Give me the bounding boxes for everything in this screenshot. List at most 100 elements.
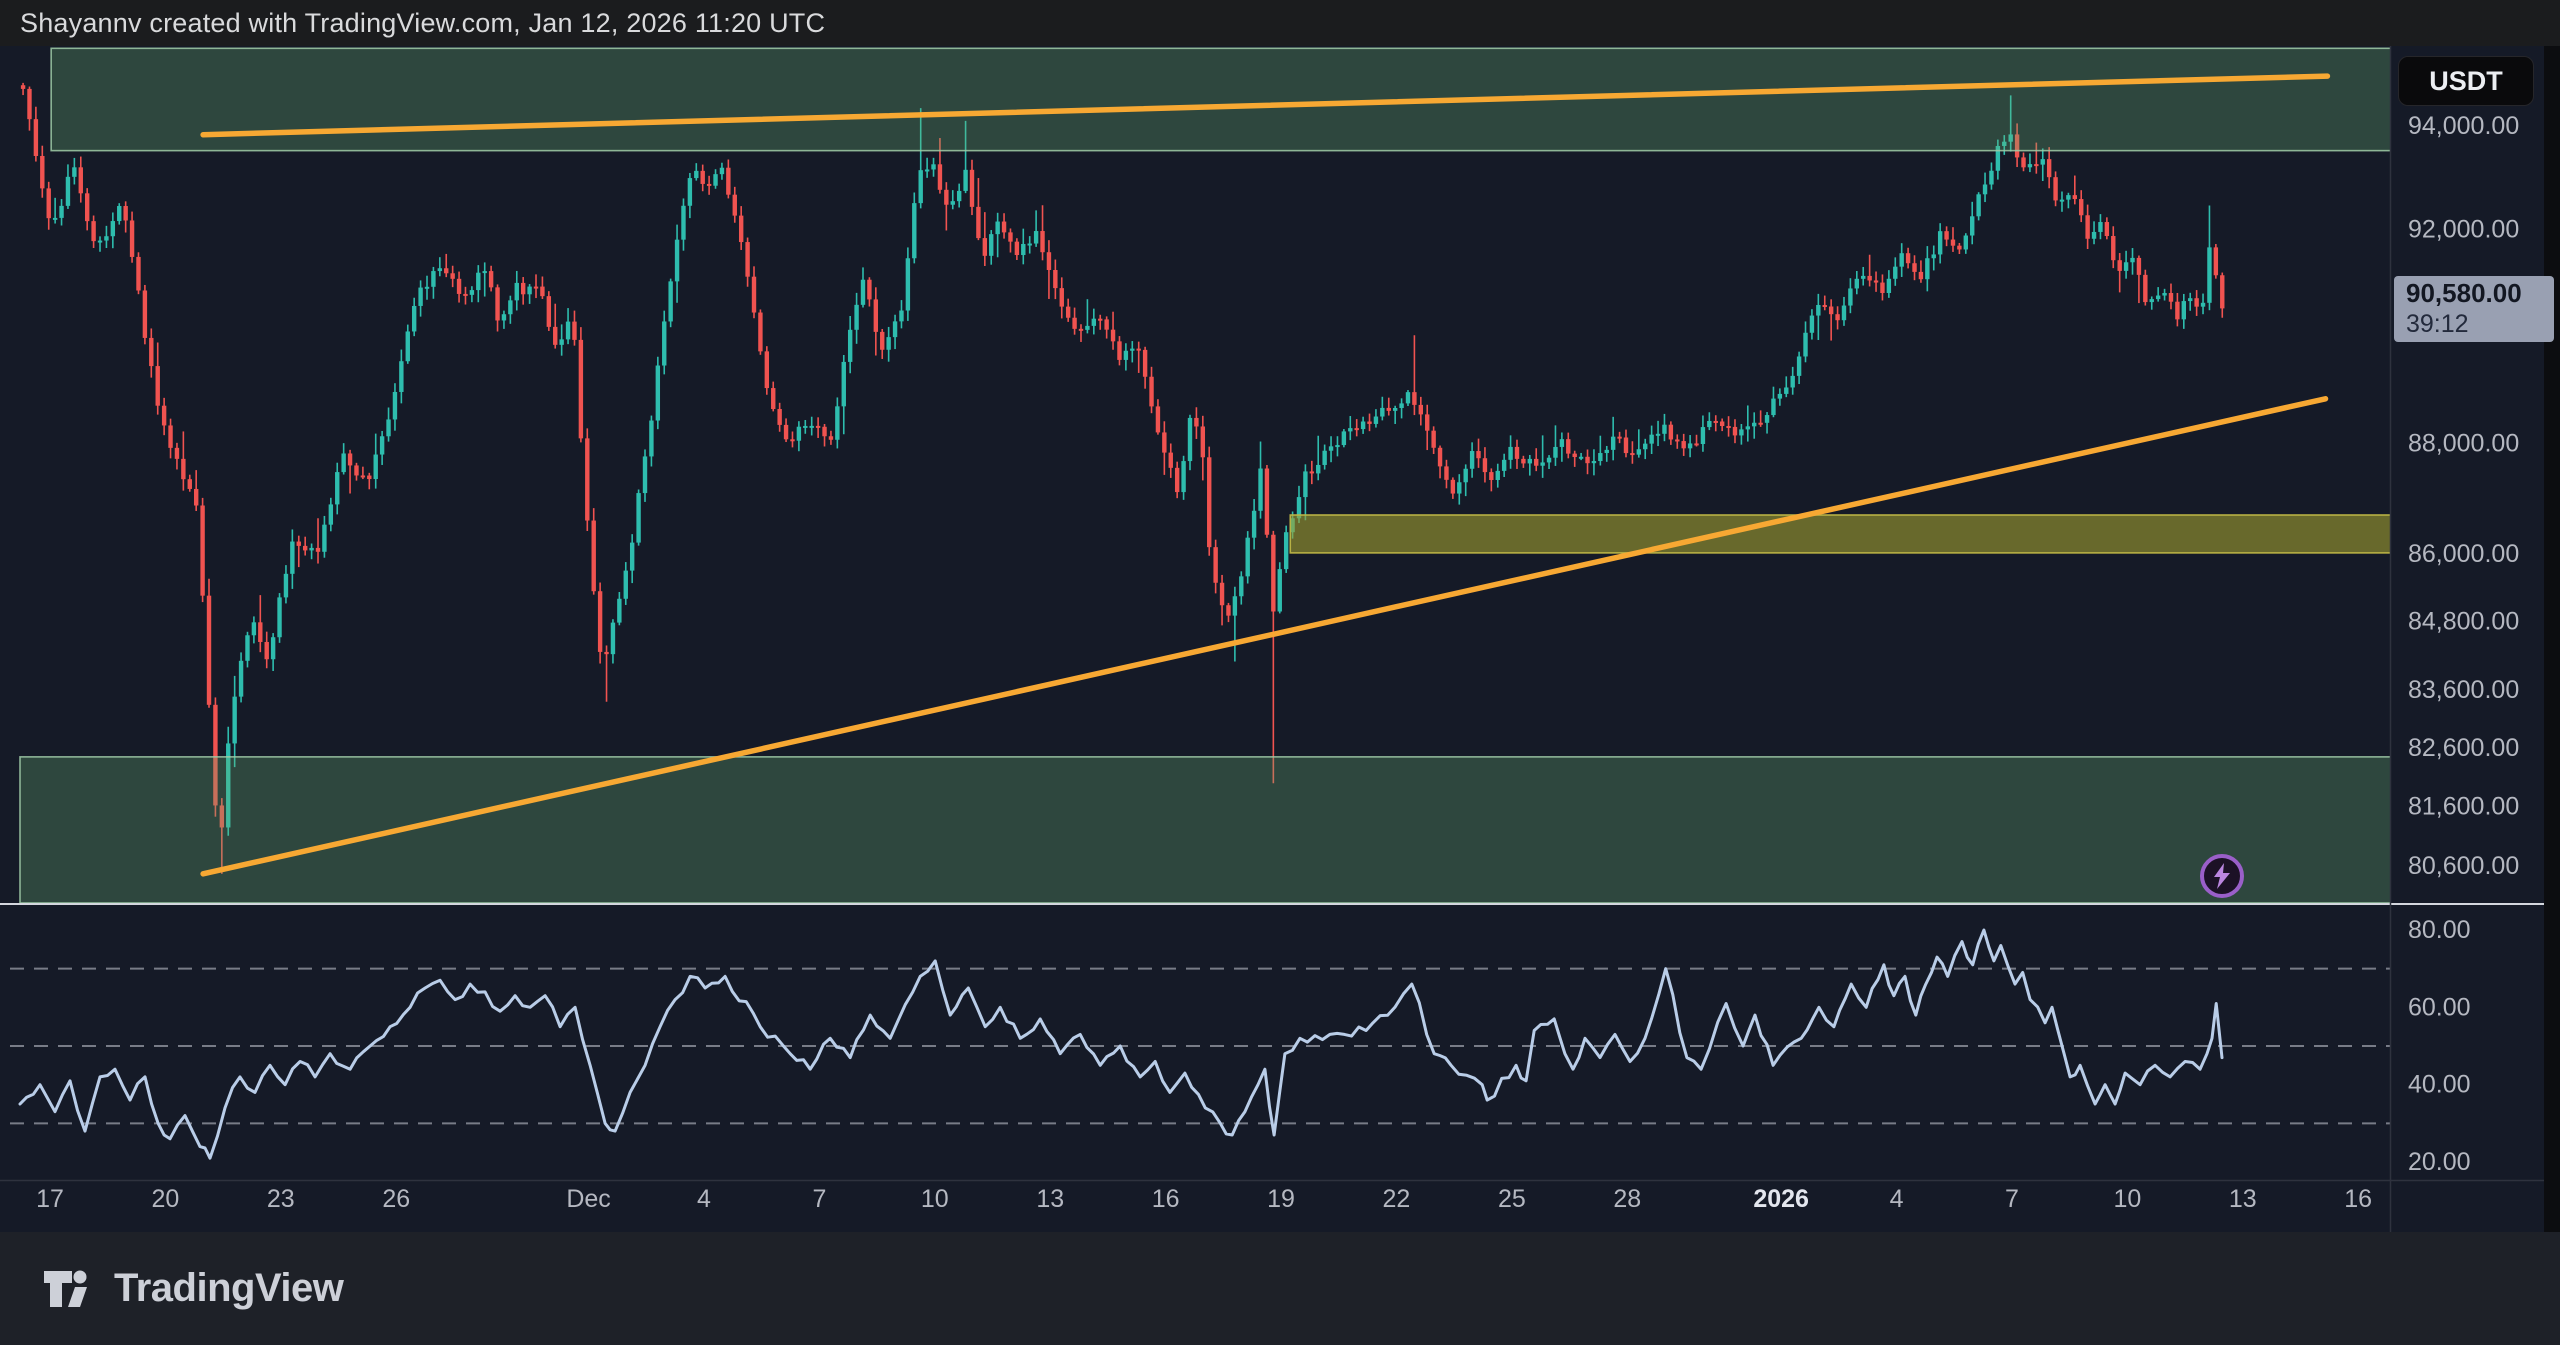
candle	[2213, 247, 2219, 276]
candle	[360, 475, 366, 478]
candle	[335, 472, 340, 505]
candle	[1104, 319, 1109, 330]
candle	[290, 541, 295, 574]
candle	[822, 426, 827, 437]
candle	[1534, 458, 1539, 466]
candle	[411, 305, 417, 332]
candle	[1078, 328, 1084, 331]
candle	[1245, 537, 1250, 577]
candle	[129, 220, 135, 257]
candle	[1001, 221, 1007, 233]
lower-ascending-trendline	[200, 396, 2329, 877]
last-price-badge: 90,580.00 39:12	[2394, 276, 2554, 342]
time-axis-label: 13	[1036, 1185, 1064, 1213]
candle	[2059, 199, 2065, 202]
candle	[1418, 404, 1424, 415]
price-axis-label: 88,000.00	[2408, 429, 2519, 457]
candle	[251, 622, 257, 636]
candle	[514, 282, 519, 301]
candle	[1296, 497, 1302, 519]
candle	[1219, 582, 1225, 606]
candle	[1527, 458, 1533, 464]
candle	[1732, 426, 1738, 436]
time-axis-label: 10	[2113, 1185, 2141, 1213]
candle	[662, 321, 667, 366]
candle	[1745, 426, 1751, 430]
candle	[476, 272, 481, 291]
price-axis-label: 80,600.00	[2408, 852, 2519, 880]
candle	[1937, 231, 1943, 255]
candle	[674, 239, 680, 282]
time-axis-label: 26	[382, 1185, 410, 1213]
candle	[854, 304, 859, 330]
candle	[1707, 420, 1712, 428]
candle	[1758, 422, 1763, 425]
price-axis-label: 92,000.00	[2408, 215, 2519, 243]
candle	[1835, 314, 1840, 321]
rsi-axis-label: 80.00	[2408, 916, 2471, 944]
candle	[40, 155, 45, 189]
candle	[1893, 266, 1898, 279]
candle	[2046, 159, 2052, 178]
candle	[1457, 482, 1462, 494]
boost-button[interactable]	[2200, 854, 2244, 898]
right-edge-strip	[2544, 46, 2560, 1232]
price-axis-label: 84,800.00	[2408, 608, 2519, 636]
candle	[1341, 431, 1347, 446]
candle	[899, 310, 904, 322]
candle	[392, 391, 398, 420]
time-axis-label: 13	[2229, 1185, 2257, 1213]
candle	[1348, 428, 1353, 432]
candle	[1264, 468, 1270, 535]
candle	[533, 286, 539, 289]
candle	[995, 221, 1000, 235]
candle	[1905, 253, 1911, 264]
candle	[540, 286, 545, 297]
candle	[232, 696, 237, 744]
candle	[1649, 434, 1654, 444]
candle	[1950, 239, 1956, 246]
candle	[1444, 466, 1449, 480]
candle	[841, 361, 846, 407]
candle	[2130, 257, 2135, 263]
candle	[104, 236, 109, 241]
candle	[1027, 243, 1032, 246]
candle	[1469, 451, 1475, 469]
price-axis[interactable]: 94,000.00 92,000.00 88,000.00 86,000.00 84,8…	[2408, 112, 2519, 1176]
candle	[27, 88, 32, 120]
candle	[1283, 532, 1289, 570]
candle	[1271, 534, 1276, 612]
candle	[1764, 415, 1770, 423]
candle	[969, 169, 975, 207]
candle	[1719, 421, 1725, 427]
candle	[546, 296, 552, 327]
candle	[2175, 301, 2180, 320]
candle	[2066, 195, 2071, 200]
price-axis-label: 94,000.00	[2408, 112, 2519, 140]
candle	[302, 545, 308, 551]
candle	[694, 170, 699, 179]
candle	[456, 278, 462, 294]
candle	[912, 203, 917, 259]
drawing-zones	[19, 47, 2390, 903]
candle	[1809, 315, 1815, 333]
time-axis[interactable]: 17 20 23 26 Dec 4 7 10 13 16 19 22 25 28 2026 4 7 10 13 16	[36, 1185, 2372, 1213]
candle	[706, 183, 712, 186]
candle	[2091, 231, 2097, 239]
candle	[283, 573, 289, 598]
candle	[296, 541, 301, 546]
candle	[245, 635, 250, 661]
candle	[1578, 456, 1584, 459]
candle	[65, 176, 71, 206]
candle	[989, 234, 994, 256]
candle	[937, 164, 943, 190]
candle	[1136, 348, 1141, 351]
tradingview-logo[interactable]: TradingView	[42, 1263, 344, 1315]
candle	[1970, 216, 1975, 236]
candle	[213, 704, 218, 806]
candle	[1354, 428, 1359, 431]
candle	[2220, 275, 2225, 309]
candle	[1085, 325, 1090, 330]
candle	[1367, 421, 1372, 424]
candle	[1662, 424, 1667, 434]
